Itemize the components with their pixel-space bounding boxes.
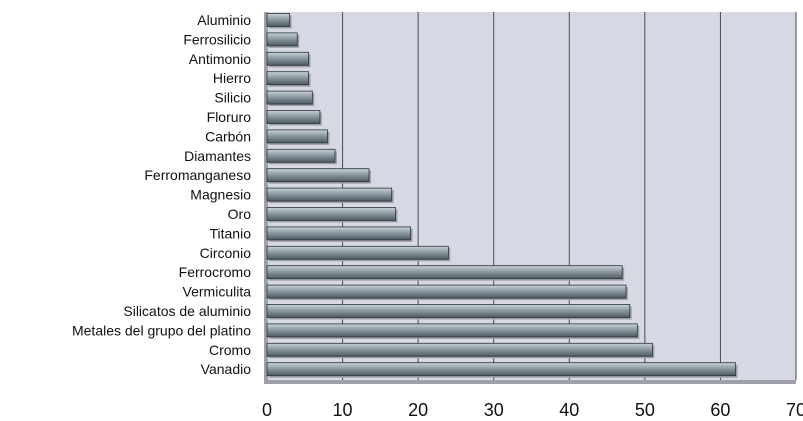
bar bbox=[266, 51, 309, 66]
bar bbox=[266, 71, 309, 86]
category-label: Hierro bbox=[213, 70, 251, 86]
bar bbox=[266, 207, 396, 221]
bar bbox=[266, 90, 313, 105]
category-label: Floruro bbox=[207, 109, 252, 125]
x-tick-label: 0 bbox=[262, 400, 272, 420]
plot-floor bbox=[264, 380, 796, 384]
bar bbox=[266, 245, 449, 260]
bar bbox=[266, 284, 627, 299]
bar bbox=[266, 148, 336, 163]
bar bbox=[266, 110, 321, 124]
bars-group bbox=[266, 13, 738, 378]
category-label: Titanio bbox=[209, 225, 251, 241]
bar bbox=[266, 265, 623, 280]
bar bbox=[266, 323, 638, 338]
bar bbox=[266, 32, 298, 47]
x-tick-label: 10 bbox=[333, 400, 353, 420]
category-label: Antimonio bbox=[189, 51, 251, 67]
category-labels: Aluminio Ferrosilicio Antimonio Hierro Silic… bbox=[72, 12, 251, 377]
bar bbox=[266, 362, 736, 377]
bar bbox=[266, 304, 631, 318]
x-tick-label: 20 bbox=[408, 400, 428, 420]
x-tick-label: 40 bbox=[559, 400, 579, 420]
x-tick-label: 50 bbox=[635, 400, 655, 420]
x-tick-labels: 0 10 20 30 40 50 60 70 bbox=[262, 400, 803, 420]
category-label: Carbón bbox=[205, 128, 251, 144]
category-label: Aluminio bbox=[197, 12, 251, 28]
category-label: Ferrocromo bbox=[179, 264, 252, 280]
category-label: Oro bbox=[228, 206, 252, 222]
bar bbox=[266, 129, 328, 144]
bar bbox=[266, 187, 393, 202]
category-label: Silicio bbox=[214, 90, 251, 106]
category-label: Metales del grupo del platino bbox=[72, 322, 251, 338]
bar bbox=[266, 342, 653, 357]
category-label: Circonio bbox=[200, 245, 252, 261]
x-tick-label: 60 bbox=[710, 400, 730, 420]
plot-left-wall bbox=[264, 12, 268, 384]
category-label: Vermiculita bbox=[183, 284, 252, 300]
bar bbox=[266, 13, 291, 27]
category-label: Magnesio bbox=[190, 187, 251, 203]
category-label: Cromo bbox=[209, 342, 251, 358]
category-label: Silicatos de aluminio bbox=[123, 303, 251, 319]
category-label: Ferrosilicio bbox=[183, 31, 251, 47]
x-tick-label: 70 bbox=[786, 400, 803, 420]
category-label: Vanadio bbox=[201, 361, 252, 377]
x-tick-label: 30 bbox=[484, 400, 504, 420]
category-label: Diamantes bbox=[184, 148, 251, 164]
bar bbox=[266, 168, 370, 183]
category-label: Ferromanganeso bbox=[144, 167, 251, 183]
bar bbox=[266, 226, 411, 241]
